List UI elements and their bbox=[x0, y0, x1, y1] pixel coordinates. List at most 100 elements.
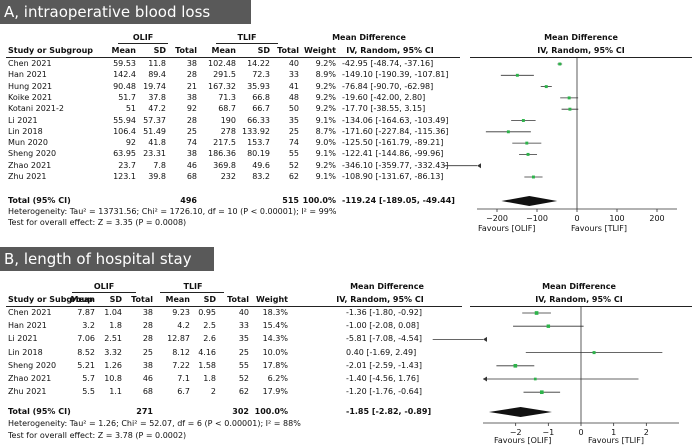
tlif-total: 74 bbox=[288, 138, 299, 148]
tlif-total: 62 bbox=[288, 172, 299, 181]
x-tick-label: 2 bbox=[644, 428, 649, 437]
tlif-mean: 7.22 bbox=[172, 360, 190, 370]
study-ci: -1.40 [-4.56, 1.76] bbox=[346, 374, 420, 383]
tlif-sd: 133.92 bbox=[242, 126, 270, 136]
tlif-sd: 49.6 bbox=[252, 160, 270, 170]
tlif-sd: 2.5 bbox=[203, 321, 216, 331]
olif-mean: 142.4 bbox=[113, 70, 136, 80]
olif-total: 25 bbox=[186, 126, 197, 136]
olif-sd: 51.49 bbox=[143, 126, 166, 136]
olif-mean: 3.2 bbox=[82, 321, 95, 331]
study-name: Zhao 2021 bbox=[8, 160, 52, 170]
tlif-sd: 66.7 bbox=[252, 104, 270, 114]
col-ci: IV, Random, 95% CI bbox=[346, 46, 434, 55]
study-ci: -171.60 [-227.84, -115.36] bbox=[342, 126, 449, 136]
x-tick-label: 0 bbox=[578, 428, 583, 437]
favours-left-b: Favours [OLIF] bbox=[494, 436, 552, 445]
overall-effect-text-b: Test for overall effect: Z = 3.78 (P = 0… bbox=[8, 431, 187, 440]
study-weight: 17.8% bbox=[262, 360, 288, 370]
olif-mean: 63.95 bbox=[113, 149, 136, 159]
study-weight: 17.9% bbox=[262, 387, 288, 397]
favours-right-b: Favours [TLIF] bbox=[588, 436, 645, 445]
olif-sd: 57.37 bbox=[143, 115, 166, 125]
olif-total: 38 bbox=[186, 149, 197, 159]
col-mean2: Mean bbox=[211, 46, 236, 55]
total-weight-b: 100.0% bbox=[254, 407, 288, 416]
col-mean2-b: Mean bbox=[165, 295, 190, 304]
heterogeneity-text-b: Heterogeneity: Tau² = 1.26; Chi² = 52.07… bbox=[8, 419, 301, 428]
tlif-sd: 66.33 bbox=[247, 115, 270, 125]
point-estimate bbox=[526, 152, 530, 156]
point-estimate bbox=[513, 363, 518, 368]
pooled-diamond bbox=[488, 407, 552, 417]
tlif-sd: 0.95 bbox=[198, 308, 216, 317]
tlif-mean: 369.8 bbox=[213, 160, 236, 170]
olif-sd: 2.51 bbox=[104, 334, 122, 344]
tlif-total: 33 bbox=[238, 321, 249, 331]
col-sd1: SD bbox=[153, 46, 166, 55]
olif-mean: 8.52 bbox=[77, 347, 95, 357]
study-name: Zhu 2021 bbox=[8, 172, 47, 181]
tlif-sd: 4.16 bbox=[198, 347, 216, 357]
point-estimate bbox=[515, 73, 519, 77]
olif-sd: 41.8 bbox=[148, 138, 166, 148]
study-name: Sheng 2020 bbox=[8, 360, 57, 370]
study-ci: -1.00 [-2.08, 0.08] bbox=[346, 321, 420, 331]
study-name: Han 2021 bbox=[8, 70, 47, 80]
overall-effect-text: Test for overall effect: Z = 3.35 (P = 0… bbox=[8, 218, 187, 227]
olif-sd: 1.1 bbox=[109, 387, 122, 397]
study-name: Lin 2018 bbox=[8, 347, 43, 357]
tlif-total: 25 bbox=[288, 126, 299, 136]
tlif-total: 62 bbox=[238, 387, 249, 397]
point-estimate bbox=[546, 324, 551, 328]
olif-total: 38 bbox=[142, 360, 153, 370]
col-total2: Total bbox=[277, 46, 299, 55]
study-weight: 9.1% bbox=[315, 172, 336, 181]
col-weight-b: Weight bbox=[256, 295, 288, 304]
tlif-sd: 153.7 bbox=[247, 138, 270, 148]
col-ci-b: IV, Random, 95% CI bbox=[336, 295, 424, 304]
olif-total: 38 bbox=[186, 59, 197, 68]
x-tick-label: 0 bbox=[574, 214, 579, 223]
olif-sd: 89.4 bbox=[148, 70, 166, 80]
olif-mean: 5.21 bbox=[77, 360, 95, 370]
tlif-mean: 68.7 bbox=[218, 104, 236, 114]
study-ci: -76.84 [-90.70, -62.98] bbox=[342, 81, 434, 91]
olif-total: 46 bbox=[186, 160, 197, 170]
olif-mean: 92 bbox=[125, 138, 136, 148]
panel-b-title: B, length of hospital stay bbox=[0, 247, 214, 271]
olif-sd: 23.31 bbox=[143, 149, 166, 159]
col-study: Study or Subgroup bbox=[8, 46, 94, 55]
col-plot-ci: IV, Random, 95% CI bbox=[537, 46, 625, 55]
study-ci: -1.36 [-1.80, -0.92] bbox=[346, 308, 422, 317]
col-mean1: Mean bbox=[111, 46, 136, 55]
study-name: Mun 2020 bbox=[8, 138, 48, 148]
olif-total: 68 bbox=[142, 387, 153, 397]
study-name: Chen 2021 bbox=[8, 59, 52, 68]
total-weight: 100.0% bbox=[302, 196, 336, 205]
olif-mean: 7.06 bbox=[77, 334, 95, 344]
tlif-mean: 102.48 bbox=[208, 59, 236, 68]
olif-total: 68 bbox=[186, 172, 197, 181]
col-study-b: Study or Subgroup bbox=[8, 295, 94, 304]
total-n2-b: 302 bbox=[232, 407, 249, 416]
point-estimate bbox=[539, 390, 544, 395]
md-plot-title: Mean Difference bbox=[544, 33, 618, 42]
study-weight: 8.9% bbox=[315, 70, 336, 80]
point-estimate bbox=[521, 119, 525, 122]
study-weight: 9.2% bbox=[315, 92, 336, 102]
tlif-total: 40 bbox=[288, 59, 299, 68]
olif-sd: 1.8 bbox=[109, 321, 122, 331]
olif-sd: 10.8 bbox=[104, 374, 122, 383]
point-estimate bbox=[533, 377, 537, 381]
tlif-total: 52 bbox=[238, 374, 249, 383]
x-tick-label: −200 bbox=[486, 214, 508, 223]
olif-sd: 39.8 bbox=[148, 172, 166, 181]
olif-mean: 51 bbox=[125, 104, 136, 114]
olif-mean: 51.7 bbox=[118, 92, 136, 102]
study-weight: 8.7% bbox=[315, 126, 336, 136]
study-ci: -125.50 [-161.79, -89.21] bbox=[342, 138, 444, 148]
point-estimate bbox=[592, 351, 596, 355]
